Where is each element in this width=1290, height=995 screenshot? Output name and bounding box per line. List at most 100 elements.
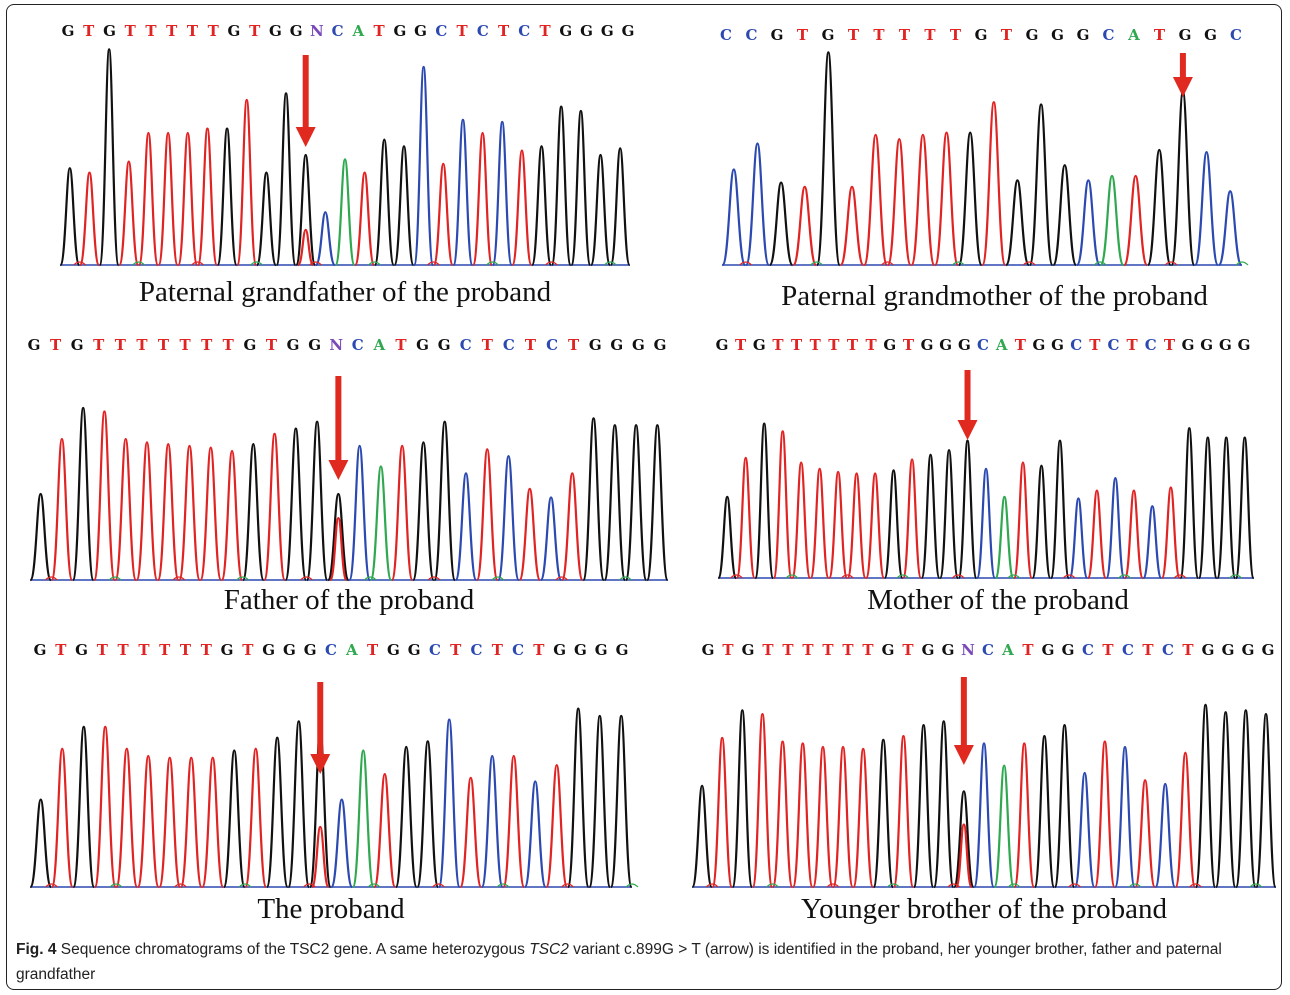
base-letter: A [1002, 641, 1014, 659]
base-letter: C [476, 22, 489, 40]
base-letter: G [574, 641, 587, 659]
base-letter: G [1201, 641, 1215, 659]
base-letter: N [961, 641, 975, 659]
base-letter: G [27, 336, 41, 354]
panel-label: Younger brother of the proband [801, 893, 1167, 925]
base-letter: T [366, 641, 379, 659]
base-letter: T [735, 336, 747, 354]
base-letter: T [898, 26, 911, 44]
base-letter: C [502, 336, 515, 354]
base-letter: T [395, 336, 407, 354]
base-letter: G [741, 641, 755, 659]
base-letter: T [822, 641, 834, 659]
base-letter: G [553, 641, 567, 659]
base-letter: C [1230, 26, 1242, 44]
base-letter: G [1178, 26, 1192, 44]
base-letter: G [1261, 641, 1275, 659]
base-letter: C [351, 336, 364, 354]
base-letter: G [416, 336, 429, 354]
base-letter: T [1153, 26, 1166, 44]
base-letter: N [329, 336, 344, 354]
base-letter: G [308, 336, 322, 354]
base-letter: G [1241, 641, 1255, 659]
base-letter: T [796, 26, 809, 44]
base-letter: G [610, 336, 624, 354]
panel-label: Father of the proband [223, 584, 475, 616]
base-letter: T [1142, 641, 1154, 659]
base-letter: C [982, 641, 994, 659]
figure-label: Fig. 4 [16, 941, 57, 958]
base-letter: T [491, 641, 503, 659]
base-letter: A [373, 336, 386, 354]
base-letter: G [653, 336, 667, 354]
base-letter: C [1070, 336, 1083, 354]
base-letter: T [117, 641, 129, 659]
base-letter: G [621, 22, 635, 40]
figure-caption: Fig. 4 Sequence chromatograms of the TSC… [16, 937, 1266, 987]
base-letter: G [33, 641, 47, 659]
base-letter: T [1089, 336, 1101, 354]
base-letter: G [407, 641, 421, 659]
base-letter: G [75, 641, 88, 659]
base-letter: T [524, 336, 537, 354]
base-letter: T [1126, 336, 1138, 354]
base-letter: T [772, 336, 784, 354]
base-letter: T [93, 336, 105, 354]
base-letter: G [752, 336, 766, 354]
base-letter: C [745, 26, 758, 44]
base-letter: G [883, 336, 897, 354]
base-letter: T [809, 336, 821, 354]
base-letter: G [821, 26, 835, 44]
base-letter: G [283, 641, 296, 659]
base-letter: G [262, 641, 276, 659]
base-letter: T [568, 336, 580, 354]
base-letter: G [1041, 641, 1055, 659]
base-letter: C [1122, 641, 1134, 659]
base-letter: C [1082, 641, 1094, 659]
base-letter: T [49, 336, 62, 354]
base-letter: T [450, 641, 462, 659]
base-letter: C [325, 641, 337, 659]
base-letter: T [1014, 336, 1026, 354]
base-letter: C [435, 22, 448, 40]
base-letter: T [902, 641, 914, 659]
base-letter: T [114, 336, 126, 354]
base-letter: G [588, 336, 602, 354]
base-letter: C [470, 641, 483, 659]
base-letter: T [873, 26, 885, 44]
base-letter: T [55, 641, 67, 659]
base-letter: G [770, 26, 784, 44]
base-letter: G [939, 336, 953, 354]
base-letter: G [715, 336, 729, 354]
base-letter: G [881, 641, 895, 659]
base-letter: A [1128, 26, 1140, 44]
base-letter: T [83, 22, 95, 40]
base-letter: G [393, 22, 407, 40]
base-letter: G [61, 22, 75, 40]
base-letter: G [243, 336, 257, 354]
base-letter: T [200, 641, 212, 659]
base-letter: T [539, 22, 551, 40]
base-letter: G [1221, 641, 1235, 659]
base-letter: T [1102, 641, 1114, 659]
base-letter: T [179, 641, 192, 659]
base-letter: G [289, 22, 303, 40]
base-letter: G [437, 336, 451, 354]
base-letter: T [949, 26, 962, 44]
base-letter: T [533, 641, 545, 659]
base-letter: T [186, 22, 199, 40]
base-letter: T [802, 641, 814, 659]
base-letter: G [220, 641, 234, 659]
figure-frame [6, 4, 1282, 990]
base-letter: T [481, 336, 493, 354]
base-letter: G [1200, 336, 1214, 354]
base-letter: C [331, 22, 344, 40]
base-letter: G [920, 336, 934, 354]
base-letter: T [145, 22, 157, 40]
base-letter: G [103, 22, 116, 40]
base-letter: T [138, 641, 150, 659]
panel-label: Paternal grandfather of the proband [138, 276, 552, 308]
base-letter: T [1000, 26, 1013, 44]
base-letter: G [559, 22, 573, 40]
base-letter: G [1051, 26, 1064, 44]
